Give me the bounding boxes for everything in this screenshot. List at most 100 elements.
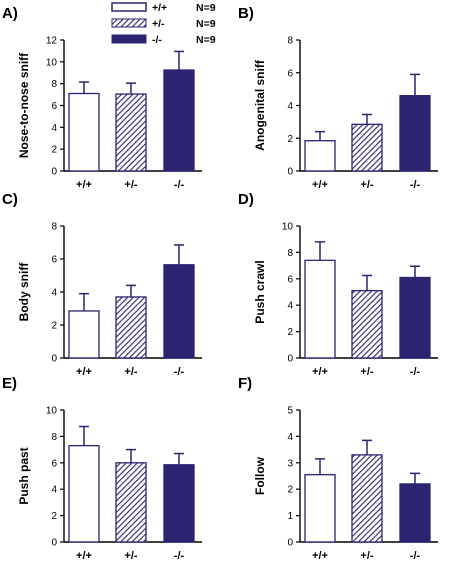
bar-wildtype <box>304 474 336 543</box>
x-tick-label: -/- <box>410 366 421 378</box>
x-tick-label: +/- <box>124 366 137 378</box>
panel-d: D) 0 2 4 6 8 10 Push crawl +/+ +/- -/- <box>238 191 438 378</box>
x-tick-label: +/+ <box>312 179 328 191</box>
x-tick-label: -/- <box>174 550 185 561</box>
y-tick-label: 4 <box>51 485 57 496</box>
bar-heterozygous <box>351 123 383 172</box>
x-tick-label: -/- <box>174 366 185 378</box>
x-tick-label: +/- <box>360 550 373 561</box>
y-tick-label: 2 <box>287 485 293 496</box>
x-tick-label: -/- <box>410 550 421 561</box>
y-tick-label: 2 <box>51 511 57 522</box>
panel-c: C) 0 2 4 6 8 Body sniff +/+ +/- -/- <box>2 191 202 378</box>
legend-swatch-open <box>111 2 147 12</box>
legend-swatch-solid <box>111 34 147 44</box>
bar-wildtype <box>304 259 336 359</box>
x-tick-label: -/- <box>174 179 185 191</box>
y-tick-label: 0 <box>287 354 293 365</box>
bar-knockout <box>399 276 431 359</box>
y-tick-label: 4 <box>287 432 293 443</box>
y-axis-label: Nose-to-nose sniff <box>17 52 31 158</box>
x-tick-label: +/+ <box>76 179 92 191</box>
bar-wildtype <box>304 140 336 172</box>
x-tick-label: +/- <box>360 179 373 191</box>
y-tick-label: 6 <box>51 101 57 112</box>
y-tick-label: 5 <box>287 406 293 417</box>
x-tick-label: -/- <box>410 179 421 191</box>
y-tick-label: 3 <box>287 458 293 469</box>
bar-knockout <box>163 69 195 172</box>
bar-wildtype <box>68 310 100 359</box>
legend-n: N=9 <box>196 18 216 30</box>
legend-entry-heterozygous: +/- N=9 <box>111 18 216 30</box>
y-tick-label: 1 <box>287 511 293 522</box>
y-tick-label: 0 <box>287 538 293 549</box>
y-axis-label: Body sniff <box>17 262 31 322</box>
x-tick-label: +/+ <box>76 550 92 561</box>
bar-heterozygous <box>115 462 147 543</box>
bar-knockout <box>399 95 431 172</box>
x-tick-label: +/+ <box>312 550 328 561</box>
panel-label: B) <box>238 5 254 22</box>
y-tick-label: 8 <box>51 79 57 90</box>
panel-label: F) <box>238 375 252 392</box>
x-tick-label: +/- <box>124 550 137 561</box>
y-tick-label: 0 <box>51 354 57 365</box>
y-axis-label: Anogenital sniff <box>253 59 267 151</box>
panel-f: F) 0 1 2 3 4 5 Follow +/+ +/- -/- <box>238 375 438 561</box>
legend-entry-knockout: -/- N=9 <box>111 34 216 46</box>
y-tick-label: 10 <box>282 222 294 233</box>
y-tick-label: 8 <box>51 432 57 443</box>
x-tick-label: +/+ <box>312 366 328 378</box>
y-tick-label: 4 <box>287 101 293 112</box>
y-tick-label: 10 <box>46 57 58 68</box>
bar-knockout <box>163 264 195 359</box>
legend-label: +/+ <box>152 2 167 14</box>
y-tick-label: 8 <box>51 222 57 233</box>
legend-entry-wildtype: +/+ N=9 <box>111 2 216 14</box>
legend-n: N=9 <box>196 2 216 14</box>
panel-b: B) 0 2 4 6 8 Anogenital sniff +/+ +/- -/- <box>238 5 438 191</box>
y-tick-label: 8 <box>287 36 293 47</box>
bar-knockout <box>399 483 431 543</box>
x-tick-label: +/- <box>360 366 373 378</box>
y-tick-label: 2 <box>287 327 293 338</box>
bar-heterozygous <box>115 93 147 172</box>
bar-heterozygous <box>351 290 383 359</box>
legend-label: +/- <box>152 18 165 30</box>
bar-knockout <box>163 464 195 543</box>
y-tick-label: 4 <box>287 301 293 312</box>
y-axis-label: Push past <box>17 447 31 504</box>
bar-heterozygous <box>351 454 383 543</box>
y-tick-label: 6 <box>287 274 293 285</box>
legend: +/+ N=9 +/- N=9 -/- N=9 <box>111 2 216 46</box>
bar-heterozygous <box>115 296 147 359</box>
x-tick-label: +/+ <box>76 366 92 378</box>
panel-a: A) 0 2 4 6 8 10 12 Nose-to-nose sniff +/+ +/- -/- <box>2 5 202 191</box>
x-tick-label: +/- <box>124 179 137 191</box>
legend-swatch-hatched <box>111 18 147 28</box>
y-tick-label: 10 <box>46 406 58 417</box>
y-tick-label: 6 <box>51 458 57 469</box>
y-axis-label: Follow <box>253 456 267 495</box>
panel-label: D) <box>238 191 254 208</box>
y-tick-label: 2 <box>51 145 57 156</box>
y-tick-label: 4 <box>51 288 57 299</box>
legend-n: N=9 <box>196 34 216 46</box>
bar-wildtype <box>68 92 100 172</box>
y-tick-label: 0 <box>51 538 57 549</box>
panel-label: C) <box>2 191 18 208</box>
panel-label: E) <box>2 375 17 392</box>
y-tick-label: 2 <box>51 321 57 332</box>
y-tick-label: 2 <box>287 134 293 145</box>
panel-e: E) 0 2 4 6 8 10 Push past +/+ +/- -/- <box>2 375 202 561</box>
panel-label: A) <box>2 5 18 22</box>
legend-label: -/- <box>152 34 162 46</box>
y-tick-label: 8 <box>287 248 293 259</box>
y-axis-label: Push crawl <box>253 260 267 323</box>
y-tick-label: 6 <box>51 255 57 266</box>
y-tick-label: 6 <box>287 68 293 79</box>
y-tick-label: 0 <box>287 167 293 178</box>
